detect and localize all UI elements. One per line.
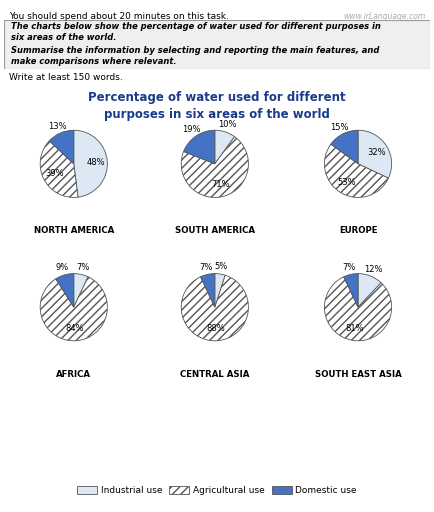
Wedge shape bbox=[344, 273, 358, 307]
Wedge shape bbox=[325, 144, 388, 198]
Text: 84%: 84% bbox=[66, 325, 85, 333]
Text: NORTH AMERICA: NORTH AMERICA bbox=[34, 226, 114, 236]
Wedge shape bbox=[201, 273, 215, 307]
Text: 9%: 9% bbox=[56, 263, 69, 272]
Text: 32%: 32% bbox=[367, 147, 386, 157]
Text: EUROPE: EUROPE bbox=[339, 226, 377, 236]
Wedge shape bbox=[49, 130, 74, 164]
Text: 39%: 39% bbox=[45, 169, 64, 178]
Text: The charts below show the percentage of water used for different purposes in
six: The charts below show the percentage of … bbox=[11, 22, 381, 42]
Text: 88%: 88% bbox=[207, 325, 226, 333]
Text: 13%: 13% bbox=[48, 122, 67, 131]
Text: 12%: 12% bbox=[364, 265, 382, 273]
Text: 15%: 15% bbox=[330, 123, 349, 132]
Wedge shape bbox=[215, 130, 235, 164]
Wedge shape bbox=[358, 130, 391, 178]
Wedge shape bbox=[181, 137, 248, 198]
Wedge shape bbox=[325, 277, 391, 341]
Text: Summarise the information by selecting and reporting the main features, and
make: Summarise the information by selecting a… bbox=[11, 46, 379, 66]
Text: Write at least 150 words.: Write at least 150 words. bbox=[9, 73, 122, 82]
Text: SOUTH EAST ASIA: SOUTH EAST ASIA bbox=[315, 370, 401, 379]
Text: 7%: 7% bbox=[76, 263, 89, 272]
FancyBboxPatch shape bbox=[4, 20, 430, 69]
Text: 81%: 81% bbox=[345, 324, 364, 333]
Wedge shape bbox=[215, 273, 225, 307]
Text: SOUTH AMERICA: SOUTH AMERICA bbox=[175, 226, 255, 236]
Text: 48%: 48% bbox=[86, 158, 105, 167]
Text: www.irLanguage.com: www.irLanguage.com bbox=[343, 12, 425, 21]
Text: Percentage of water used for different
purposes in six areas of the world: Percentage of water used for different p… bbox=[88, 91, 346, 121]
Text: 5%: 5% bbox=[215, 262, 228, 271]
Text: CENTRAL ASIA: CENTRAL ASIA bbox=[180, 370, 250, 379]
Wedge shape bbox=[74, 273, 88, 307]
Wedge shape bbox=[74, 130, 107, 197]
Text: 7%: 7% bbox=[342, 263, 356, 272]
Wedge shape bbox=[40, 141, 78, 198]
Wedge shape bbox=[56, 273, 74, 307]
Legend: Industrial use, Agricultural use, Domestic use: Industrial use, Agricultural use, Domest… bbox=[77, 486, 357, 495]
Wedge shape bbox=[184, 130, 215, 164]
Wedge shape bbox=[181, 275, 248, 341]
Text: 19%: 19% bbox=[183, 125, 201, 135]
Text: 10%: 10% bbox=[218, 120, 237, 130]
Text: 7%: 7% bbox=[199, 263, 213, 272]
Text: 71%: 71% bbox=[212, 180, 230, 189]
Text: 53%: 53% bbox=[338, 178, 356, 187]
Wedge shape bbox=[331, 130, 358, 164]
Wedge shape bbox=[358, 273, 381, 307]
Wedge shape bbox=[40, 277, 107, 341]
Text: AFRICA: AFRICA bbox=[56, 370, 91, 379]
Text: You should spend about 20 minutes on this task.: You should spend about 20 minutes on thi… bbox=[9, 12, 229, 21]
